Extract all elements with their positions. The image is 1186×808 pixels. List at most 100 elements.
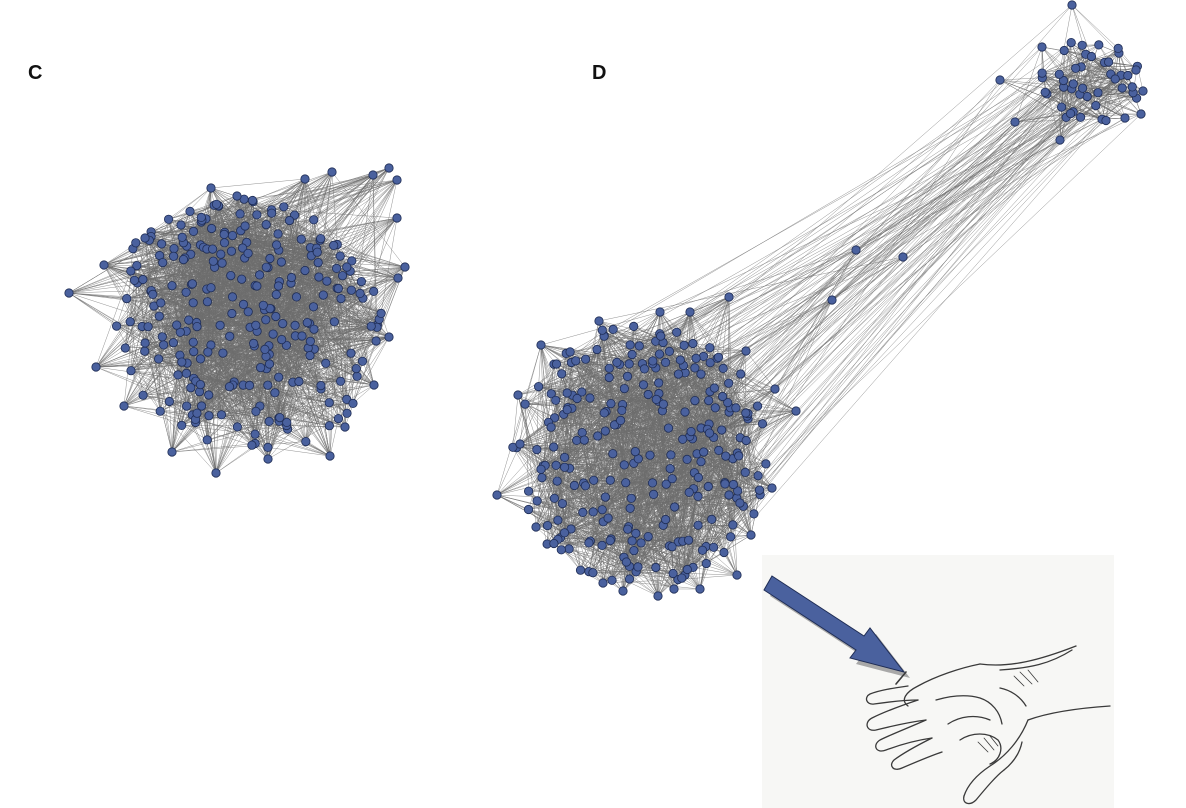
- network-edge: [123, 281, 362, 407]
- network-node: [290, 320, 300, 330]
- network-edge: [123, 237, 183, 407]
- network-node: [148, 289, 158, 299]
- network-node: [243, 248, 253, 258]
- network-node: [265, 253, 275, 264]
- network-edge: [103, 205, 215, 266]
- network-node: [154, 311, 164, 321]
- network-edge: [184, 174, 374, 259]
- network-node: [206, 183, 216, 193]
- network-node: [138, 390, 148, 400]
- network-edge: [281, 179, 398, 263]
- network-node: [284, 215, 295, 226]
- network-node: [309, 324, 319, 334]
- network-node: [271, 240, 282, 250]
- network-edge: [210, 187, 311, 248]
- network-edge: [171, 422, 287, 453]
- network-node: [308, 302, 319, 312]
- network-node: [177, 420, 187, 430]
- network-edge: [210, 178, 306, 189]
- network-node: [99, 260, 109, 270]
- network-node: [156, 298, 166, 308]
- network-node: [324, 421, 334, 431]
- network-node: [211, 199, 222, 209]
- network-node: [384, 163, 394, 173]
- network-node: [376, 308, 386, 318]
- network-node: [261, 220, 271, 230]
- network-node: [261, 315, 271, 325]
- network-edge: [723, 513, 755, 553]
- network-node: [368, 170, 378, 180]
- network-node: [224, 382, 235, 392]
- network-edge: [746, 410, 797, 441]
- network-node: [126, 366, 136, 376]
- network-node: [294, 376, 304, 387]
- network-edge: [286, 425, 346, 428]
- network-node: [188, 298, 198, 308]
- network-node: [261, 262, 271, 272]
- network-edge: [224, 195, 238, 233]
- network-node: [252, 210, 262, 220]
- network-node: [217, 258, 227, 268]
- network-node: [329, 317, 339, 327]
- network-node: [164, 396, 174, 407]
- network-node: [187, 279, 197, 289]
- network-edge: [346, 179, 398, 268]
- network-edge: [95, 254, 221, 368]
- network-edge: [210, 187, 271, 259]
- network-node: [251, 320, 261, 330]
- network-edge: [158, 358, 182, 426]
- network-node: [356, 276, 366, 287]
- network-node: [197, 401, 207, 411]
- network-node: [300, 174, 310, 184]
- network-node: [327, 167, 337, 177]
- network-node: [173, 370, 183, 380]
- network-edge: [298, 277, 399, 382]
- network-edge: [95, 214, 295, 368]
- network-edge: [152, 294, 269, 460]
- network-node: [227, 292, 238, 302]
- network-edge: [519, 404, 526, 445]
- network-node: [291, 292, 302, 302]
- network-node: [176, 220, 186, 230]
- network-node: [208, 244, 218, 254]
- network-node: [278, 318, 288, 329]
- network-node: [203, 347, 213, 357]
- network-node: [347, 256, 357, 266]
- network-node: [154, 354, 164, 364]
- network-edge: [123, 342, 174, 407]
- network-node: [271, 311, 281, 322]
- network-node: [300, 265, 310, 276]
- network-edge: [516, 386, 539, 448]
- network-edge: [560, 537, 679, 580]
- network-edge: [294, 214, 399, 279]
- network-edge: [144, 237, 269, 448]
- network-node: [202, 435, 212, 445]
- network-node: [309, 215, 319, 225]
- network-node: [195, 354, 206, 364]
- network-node: [192, 408, 202, 418]
- network-edge: [512, 344, 542, 448]
- network-edge: [186, 167, 390, 332]
- network-node: [302, 317, 312, 328]
- network-node: [189, 346, 199, 357]
- network-edge: [249, 385, 330, 403]
- network-edge: [266, 368, 331, 457]
- network-node: [159, 340, 169, 350]
- network-edge: [95, 294, 153, 368]
- network-edge: [147, 326, 173, 453]
- network-node: [219, 238, 230, 248]
- network-node: [276, 257, 286, 267]
- network-node: [312, 247, 322, 257]
- network-node: [227, 308, 237, 319]
- network-edge: [186, 373, 346, 428]
- network-node: [112, 321, 122, 331]
- network-edge: [220, 178, 306, 255]
- network-node: [91, 362, 101, 372]
- network-edge: [255, 413, 348, 444]
- network-node: [263, 442, 273, 452]
- network-edge: [266, 171, 333, 369]
- network-node: [167, 447, 177, 457]
- network-node: [333, 283, 343, 294]
- network-edge: [583, 420, 621, 484]
